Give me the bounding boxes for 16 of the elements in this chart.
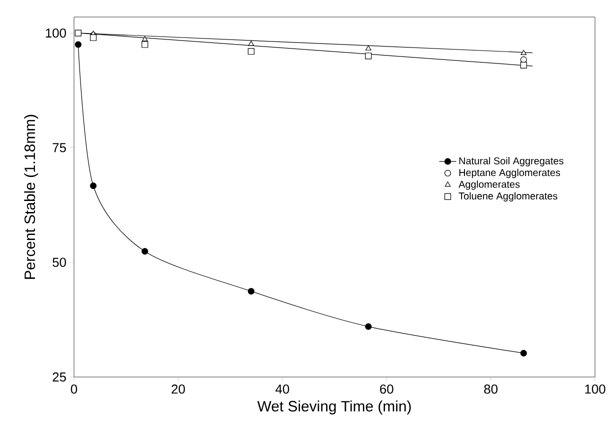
x-tick-label: 20 <box>172 384 185 394</box>
y-tick-label: 25 <box>52 372 66 382</box>
x-tick-label: 100 <box>585 384 606 394</box>
legend-label: Heptane Agglomerates <box>459 168 560 178</box>
y-tick-label: 100 <box>46 28 66 38</box>
x-tick-label: 60 <box>380 384 394 394</box>
legend-label: Natural Soil Aggregates <box>459 157 564 166</box>
x-tick-label: 40 <box>275 384 290 394</box>
x-tick-label: 0 <box>70 384 78 394</box>
y-axis-title: Percent Stable (1.18mm) <box>24 114 38 279</box>
legend-label: Toluene Agglomerates <box>458 192 558 202</box>
y-tick-label: 75 <box>52 143 66 152</box>
y-tick-label: 50 <box>52 258 66 267</box>
legend-label: Agglomerates <box>458 180 520 190</box>
x-axis-title: Wet Sieving Time (min) <box>257 400 411 414</box>
x-tick-label: 80 <box>484 384 498 394</box>
